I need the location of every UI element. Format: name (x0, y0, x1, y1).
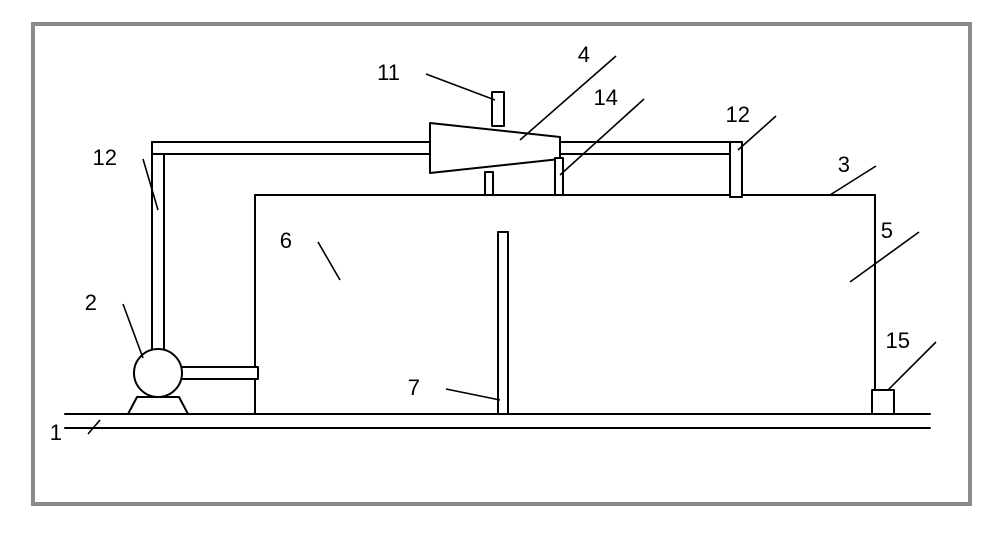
cone-leg-b (555, 158, 563, 195)
cone-unit (430, 123, 560, 173)
callout-label: 7 (408, 375, 420, 400)
callout-label: 14 (594, 85, 618, 110)
callout-label: 5 (881, 218, 893, 243)
outlet (872, 390, 894, 414)
leader-line (560, 99, 644, 175)
callout-label: 4 (578, 42, 590, 67)
leader-line (123, 304, 143, 358)
leader-line (446, 389, 500, 400)
callout-label: 6 (280, 228, 292, 253)
pipe-riser-left (152, 142, 164, 352)
callout-label: 3 (838, 152, 850, 177)
pipe-riser-right (730, 142, 742, 197)
cone-leg-a (485, 172, 493, 195)
callout-label: 1 (50, 420, 62, 445)
pipe-pump-to-tank (178, 367, 258, 379)
leader-line (318, 242, 340, 280)
callout-label: 12 (93, 145, 117, 170)
pump-base (128, 397, 188, 414)
schematic-diagram: 12126711414123515 (0, 0, 1000, 533)
stub-vertical (492, 92, 504, 126)
callout-label: 2 (85, 290, 97, 315)
callout-label: 12 (726, 102, 750, 127)
pump (134, 349, 182, 397)
callout-label: 11 (377, 60, 400, 85)
callout-label: 15 (886, 328, 910, 353)
leader-line (426, 74, 495, 100)
